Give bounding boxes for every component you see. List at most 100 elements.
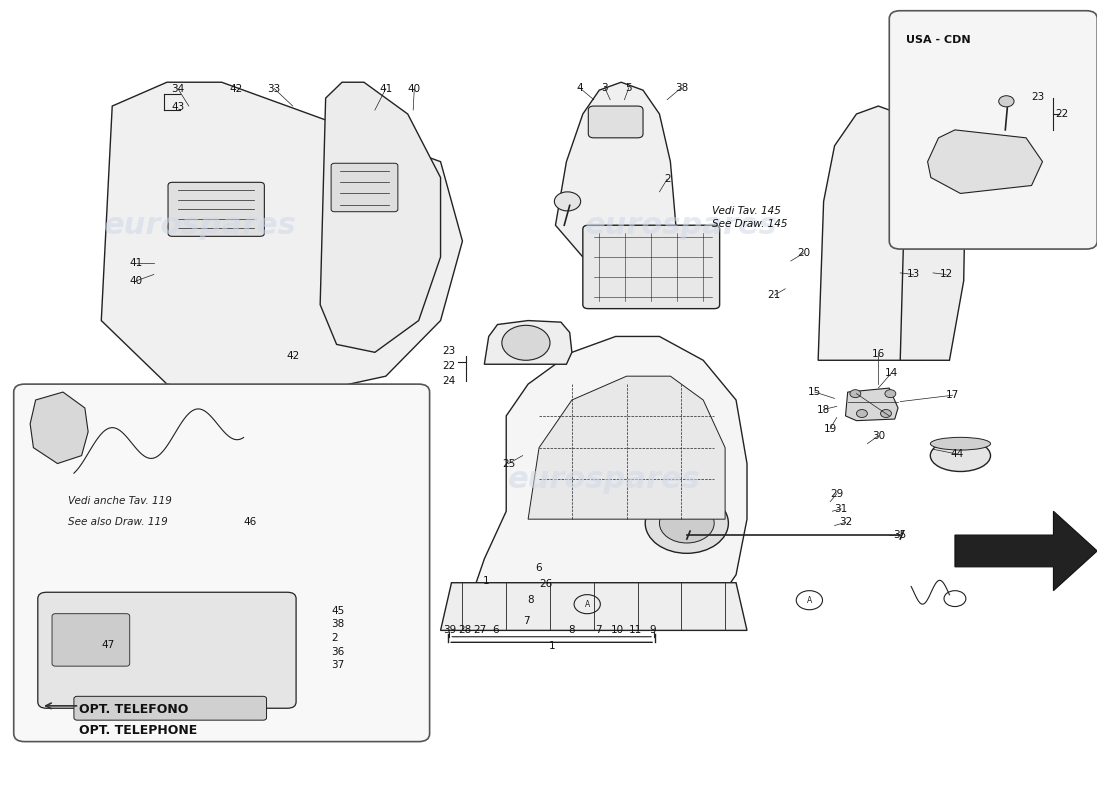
Polygon shape	[927, 130, 1043, 194]
Text: 28: 28	[458, 626, 471, 635]
Text: 13: 13	[906, 270, 920, 279]
Text: 38: 38	[331, 619, 344, 630]
Text: A: A	[806, 596, 812, 605]
Text: 33: 33	[267, 83, 280, 94]
Text: 16: 16	[871, 349, 886, 359]
Polygon shape	[30, 392, 88, 463]
Text: 14: 14	[884, 368, 898, 378]
Text: 9: 9	[650, 626, 657, 635]
Circle shape	[857, 410, 868, 418]
Text: 41: 41	[130, 258, 143, 268]
FancyBboxPatch shape	[74, 696, 266, 720]
Text: 32: 32	[839, 518, 853, 527]
Polygon shape	[484, 321, 572, 364]
Text: 29: 29	[830, 489, 844, 498]
Text: 39: 39	[442, 626, 455, 635]
Text: 45: 45	[331, 606, 344, 616]
Text: 1: 1	[483, 576, 490, 586]
Circle shape	[880, 410, 891, 418]
Text: Vedi anche Tav. 119: Vedi anche Tav. 119	[68, 496, 173, 506]
Text: 23: 23	[1032, 91, 1045, 102]
Polygon shape	[473, 337, 747, 590]
Text: 37: 37	[331, 660, 344, 670]
Circle shape	[554, 192, 581, 211]
Text: 6: 6	[536, 563, 542, 574]
FancyBboxPatch shape	[331, 163, 398, 212]
Text: 19: 19	[824, 423, 837, 434]
Text: 8: 8	[527, 595, 534, 605]
Text: USA - CDN: USA - CDN	[905, 34, 970, 45]
Text: 35: 35	[893, 530, 906, 540]
Text: 21: 21	[768, 290, 781, 300]
Text: 7: 7	[522, 616, 529, 626]
Text: eurospares: eurospares	[585, 210, 778, 240]
Text: 2: 2	[663, 174, 670, 184]
Text: 12: 12	[939, 270, 953, 279]
Ellipse shape	[931, 438, 990, 450]
Circle shape	[999, 96, 1014, 107]
Polygon shape	[955, 511, 1097, 590]
Text: A: A	[584, 600, 590, 609]
Text: 17: 17	[946, 390, 959, 400]
Text: 3: 3	[602, 82, 608, 93]
Polygon shape	[528, 376, 725, 519]
Text: 26: 26	[539, 579, 552, 590]
Text: 15: 15	[808, 387, 822, 397]
Polygon shape	[818, 106, 927, 360]
FancyBboxPatch shape	[13, 384, 430, 742]
Text: 40: 40	[130, 276, 143, 286]
Text: 22: 22	[442, 361, 455, 371]
Circle shape	[646, 493, 728, 554]
Text: 8: 8	[569, 626, 575, 635]
Circle shape	[502, 326, 550, 360]
Text: eurospares: eurospares	[103, 465, 296, 494]
Text: 24: 24	[442, 376, 455, 386]
Text: 23: 23	[442, 346, 455, 356]
Text: 36: 36	[331, 646, 344, 657]
FancyBboxPatch shape	[52, 614, 130, 666]
Text: OPT. TELEPHONE: OPT. TELEPHONE	[79, 724, 198, 737]
Polygon shape	[846, 388, 898, 421]
Text: 31: 31	[835, 504, 848, 514]
Circle shape	[884, 390, 895, 398]
FancyBboxPatch shape	[588, 106, 643, 138]
Text: 6: 6	[492, 626, 498, 635]
Text: 41: 41	[379, 83, 393, 94]
Text: See Draw. 145: See Draw. 145	[712, 218, 788, 229]
Text: 34: 34	[172, 83, 185, 94]
Text: Vedi Tav. 145: Vedi Tav. 145	[712, 206, 781, 216]
Circle shape	[850, 390, 861, 398]
Text: 38: 38	[674, 82, 688, 93]
Text: 20: 20	[798, 248, 811, 258]
Polygon shape	[101, 82, 462, 400]
Text: 1: 1	[549, 642, 556, 651]
Text: 22: 22	[1056, 109, 1069, 119]
Polygon shape	[556, 82, 675, 265]
Circle shape	[659, 503, 714, 543]
Text: 7: 7	[595, 626, 602, 635]
Text: 4: 4	[576, 82, 583, 93]
FancyBboxPatch shape	[889, 10, 1097, 249]
Text: 27: 27	[473, 626, 486, 635]
Text: See also Draw. 119: See also Draw. 119	[68, 517, 168, 527]
Text: 2: 2	[331, 633, 338, 643]
Text: eurospares: eurospares	[103, 210, 296, 240]
Text: 40: 40	[408, 83, 421, 94]
Text: 42: 42	[229, 83, 242, 94]
Text: 43: 43	[172, 102, 185, 112]
Text: OPT. TELEFONO: OPT. TELEFONO	[79, 703, 189, 716]
Text: eurospares: eurospares	[508, 465, 701, 494]
Polygon shape	[441, 582, 747, 630]
FancyBboxPatch shape	[168, 182, 264, 236]
Text: 42: 42	[286, 351, 299, 362]
FancyBboxPatch shape	[37, 592, 296, 708]
Polygon shape	[320, 82, 441, 352]
Text: 11: 11	[629, 626, 642, 635]
Text: 30: 30	[872, 430, 884, 441]
Text: 44: 44	[950, 449, 964, 459]
Polygon shape	[900, 106, 966, 360]
Text: 25: 25	[502, 458, 515, 469]
Text: 47: 47	[101, 640, 114, 650]
Text: 10: 10	[612, 626, 625, 635]
Text: 46: 46	[243, 517, 256, 527]
